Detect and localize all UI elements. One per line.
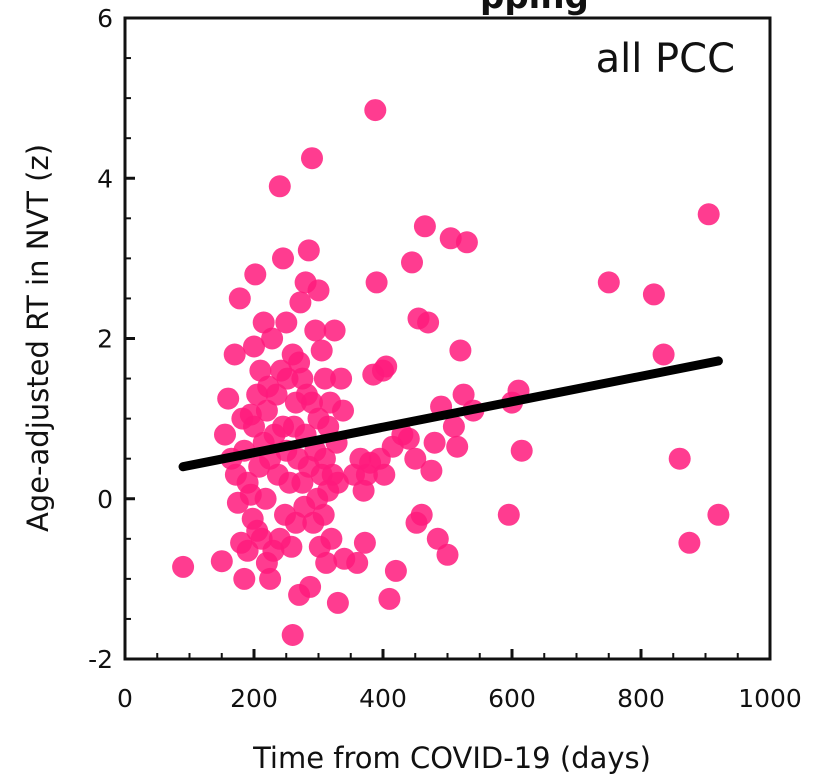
data-point — [280, 536, 302, 558]
data-point — [224, 344, 246, 366]
annotation-all-pcc: all PCC — [596, 36, 735, 82]
data-point — [707, 504, 729, 526]
data-point — [398, 428, 420, 450]
data-point — [320, 528, 342, 550]
x-tick-label: 400 — [359, 684, 407, 713]
data-point — [217, 388, 239, 410]
data-point — [437, 544, 459, 566]
data-point — [324, 320, 346, 342]
y-tick-label: 0 — [97, 485, 113, 514]
data-point — [311, 340, 333, 362]
data-point — [364, 99, 386, 121]
x-tick-label: 0 — [117, 684, 133, 713]
data-point — [414, 215, 436, 237]
y-tick-label: 6 — [97, 4, 113, 33]
data-point — [420, 460, 442, 482]
data-point — [385, 560, 407, 582]
data-point — [417, 312, 439, 334]
x-tick-label: 600 — [488, 684, 536, 713]
chart-title-partial: pping — [480, 0, 589, 17]
data-point — [259, 568, 281, 590]
data-point — [669, 448, 691, 470]
data-point — [424, 432, 446, 454]
data-point — [653, 344, 675, 366]
data-point — [354, 532, 376, 554]
data-point — [233, 568, 255, 590]
data-point — [301, 147, 323, 169]
data-point — [366, 271, 388, 293]
y-tick-label: 2 — [97, 325, 113, 354]
data-point — [327, 592, 349, 614]
data-point — [643, 283, 665, 305]
data-point — [214, 424, 236, 446]
data-point — [272, 247, 294, 269]
data-point — [229, 287, 251, 309]
data-point — [282, 624, 304, 646]
data-point — [456, 231, 478, 253]
data-point — [498, 504, 520, 526]
data-point — [275, 312, 297, 334]
y-tick-label: -2 — [88, 645, 113, 674]
data-point — [678, 532, 700, 554]
data-point — [511, 440, 533, 462]
data-point — [298, 239, 320, 261]
data-point — [698, 203, 720, 225]
data-point — [269, 175, 291, 197]
data-point — [211, 550, 233, 572]
y-axis-label: Age-adjusted RT in NVT (z) — [21, 144, 55, 532]
data-point — [378, 588, 400, 610]
data-point — [308, 279, 330, 301]
data-point — [375, 356, 397, 378]
x-axis-label: Time from COVID-19 (days) — [252, 741, 651, 775]
data-point — [332, 400, 354, 422]
data-point — [401, 251, 423, 273]
x-tick-label: 200 — [230, 684, 278, 713]
data-point — [449, 340, 471, 362]
data-point — [315, 552, 337, 574]
y-tick-label: 4 — [97, 164, 113, 193]
data-point — [346, 552, 368, 574]
data-point — [598, 271, 620, 293]
data-point — [304, 320, 326, 342]
data-point — [313, 504, 335, 526]
data-point — [172, 556, 194, 578]
data-point — [373, 464, 395, 486]
data-point — [244, 263, 266, 285]
data-point — [255, 488, 277, 510]
data-point — [299, 576, 321, 598]
data-point — [289, 291, 311, 313]
x-tick-label: 800 — [617, 684, 665, 713]
data-point — [330, 368, 352, 390]
x-tick-label: 1000 — [738, 684, 802, 713]
data-point — [446, 436, 468, 458]
data-point — [411, 504, 433, 526]
